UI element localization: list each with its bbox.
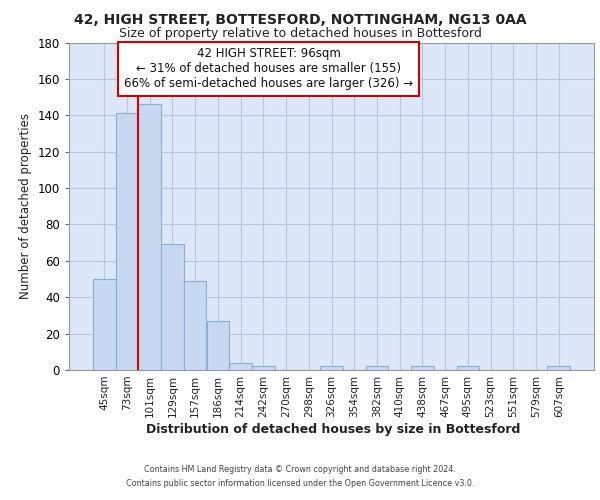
Bar — [139, 104, 161, 370]
Bar — [365, 366, 388, 370]
Text: Size of property relative to detached houses in Bottesford: Size of property relative to detached ho… — [119, 28, 481, 40]
Bar — [457, 366, 479, 370]
Text: Contains HM Land Registry data © Crown copyright and database right 2024.
Contai: Contains HM Land Registry data © Crown c… — [126, 466, 474, 487]
Bar — [116, 114, 139, 370]
Bar — [320, 366, 343, 370]
Bar — [252, 366, 275, 370]
Bar — [93, 279, 116, 370]
Bar — [411, 366, 434, 370]
Text: Distribution of detached houses by size in Bottesford: Distribution of detached houses by size … — [146, 422, 520, 436]
Bar — [161, 244, 184, 370]
Text: 42 HIGH STREET: 96sqm
← 31% of detached houses are smaller (155)
66% of semi-det: 42 HIGH STREET: 96sqm ← 31% of detached … — [124, 48, 413, 90]
Bar — [229, 362, 252, 370]
Bar — [206, 321, 229, 370]
Y-axis label: Number of detached properties: Number of detached properties — [19, 114, 32, 299]
Text: 42, HIGH STREET, BOTTESFORD, NOTTINGHAM, NG13 0AA: 42, HIGH STREET, BOTTESFORD, NOTTINGHAM,… — [74, 12, 526, 26]
Bar — [184, 281, 206, 370]
Bar — [547, 366, 570, 370]
